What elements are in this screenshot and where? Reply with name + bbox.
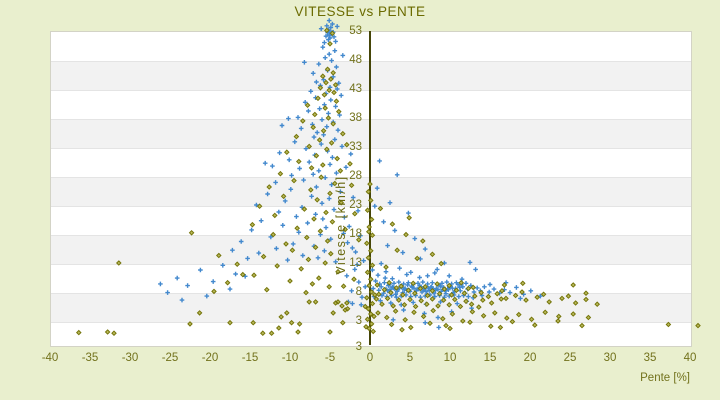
y-axis-tick-label: 38 (349, 112, 362, 124)
chart-title: VITESSE vs PENTE (294, 4, 426, 19)
grid-band (51, 293, 691, 322)
gridline (51, 322, 691, 323)
gridline (51, 206, 691, 207)
x-axis-tick-label: -35 (81, 352, 99, 364)
y-axis-tick-label: 8 (355, 286, 362, 298)
y-axis-tick-label: 33 (349, 141, 362, 153)
grid-band (51, 322, 691, 346)
x-axis-tick-label: 30 (603, 352, 617, 364)
grid-band (51, 148, 691, 177)
x-axis-tick-label: 5 (406, 352, 414, 364)
y-axis-tick-label: 43 (349, 83, 362, 95)
grid-band (51, 235, 691, 264)
x-axis-tick-label: -10 (281, 352, 299, 364)
grid-band (51, 206, 691, 235)
x-axis-tick-label: 0 (366, 352, 374, 364)
y-axis-tick-label: 48 (349, 54, 362, 66)
gridline (51, 90, 691, 91)
y-axis-line (369, 31, 371, 345)
gridline (51, 235, 691, 236)
x-axis-tick-label: 40 (683, 352, 697, 364)
x-axis-tick-label: 10 (443, 352, 457, 364)
y-axis-title: Vitesse [km/h] (334, 175, 348, 275)
y-axis-baseline-label: 3 (355, 341, 362, 353)
y-axis-tick-label: 28 (349, 170, 362, 182)
x-axis-tick-label: 25 (563, 352, 577, 364)
gridline (51, 264, 691, 265)
gridline (51, 177, 691, 178)
grid-band (51, 119, 691, 148)
x-axis-tick-label: -20 (201, 352, 219, 364)
y-axis-tick-label: 53 (349, 25, 362, 37)
x-axis-tick-label: -40 (41, 352, 59, 364)
x-axis-tick-label: -25 (161, 352, 179, 364)
grid-band (51, 32, 691, 61)
x-axis-tick-label: -5 (324, 352, 336, 364)
x-axis-tick-label: -15 (241, 352, 259, 364)
y-axis-tick-label: 3 (355, 315, 362, 327)
gridline (51, 148, 691, 149)
gridline (51, 293, 691, 294)
x-axis-tick-label: -30 (121, 352, 139, 364)
grid-band (51, 90, 691, 119)
gridline (51, 61, 691, 62)
y-axis-tick-label: 13 (349, 257, 362, 269)
grid-band (51, 264, 691, 293)
x-axis-tick-label: 15 (483, 352, 497, 364)
y-axis-tick-label: 18 (349, 228, 362, 240)
x-axis-tick-label: 35 (643, 352, 657, 364)
y-axis-tick-label: 23 (349, 199, 362, 211)
grid-band (51, 61, 691, 90)
gridline (51, 119, 691, 120)
x-axis-tick-label: 20 (523, 352, 537, 364)
plot-area (50, 31, 692, 347)
grid-band (51, 177, 691, 206)
x-axis-title: Pente [%] (640, 372, 690, 384)
